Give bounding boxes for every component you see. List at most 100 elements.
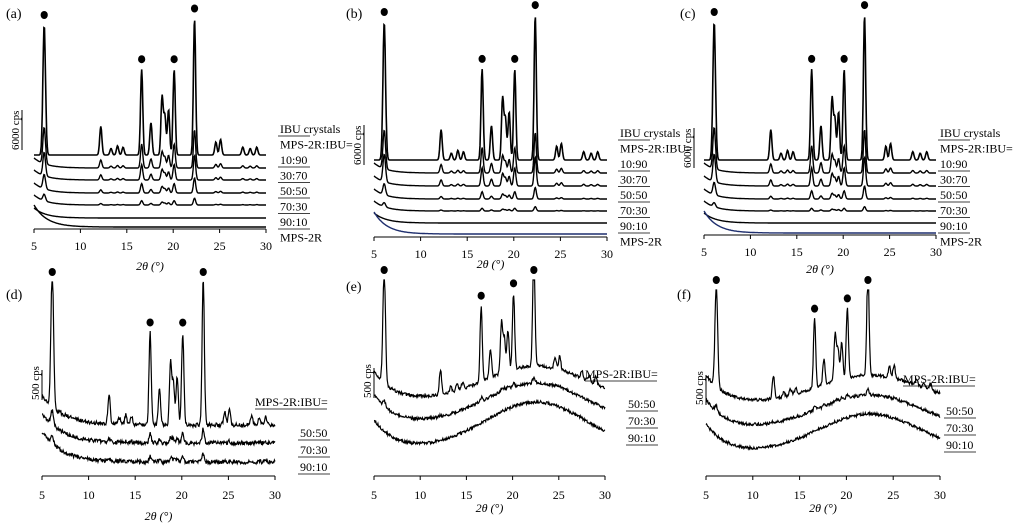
peak-marker-dot — [808, 54, 816, 63]
series-label: 70:30 — [628, 414, 655, 428]
x-tick-label: 25 — [222, 488, 234, 502]
series-label: 30:70 — [280, 169, 307, 183]
peak-marker-dot — [380, 8, 388, 16]
xrd-curve-50-50 — [33, 173, 266, 194]
panel-d: (d) 5 10 15 20 25 30 2θ (°) 500 cps MPS-2R:IBU= 50… — [6, 268, 330, 523]
peak-marker-dot — [477, 291, 485, 300]
xrd-curve-90-10 — [41, 432, 276, 466]
intensity-scale-label: 500 cps — [30, 366, 42, 400]
series-label: 70:30 — [300, 443, 327, 457]
xrd-curve-70-30 — [373, 200, 607, 212]
xrd-curve-mps-2r — [33, 204, 266, 228]
x-tick-label: 30 — [260, 239, 272, 253]
peak-marker-dot — [530, 266, 538, 274]
x-tick-label: 5 — [703, 488, 709, 502]
peak-marker-dot — [810, 304, 819, 313]
series-label: 50:50 — [280, 184, 307, 198]
series-label: 50:50 — [940, 188, 967, 202]
x-axis-title: 2θ (°) — [806, 262, 834, 276]
xrd-curve-50-50 — [373, 279, 606, 400]
xrd-curve-30-70 — [33, 151, 266, 181]
panel-c: (c) 5 10 15 20 25 30 2θ (°) 6000 cps IBU crystals… — [680, 1, 1013, 276]
x-tick-label: 10 — [414, 488, 426, 502]
series-label: IBU crystals — [620, 126, 681, 140]
peak-marker-dot — [840, 54, 848, 63]
xrd-curve-90-10 — [33, 207, 266, 219]
series-label: MPS-2R — [280, 231, 322, 245]
x-tick-label: 30 — [934, 488, 946, 502]
xrd-curve-70-30 — [705, 386, 941, 427]
series-label: 10:90 — [620, 157, 647, 171]
peak-marker-dot — [48, 268, 56, 276]
xrd-curve-10-90 — [703, 127, 936, 174]
xrd-curve-90-10 — [373, 398, 606, 446]
xrd-curve-90-10 — [703, 212, 936, 224]
x-tick-label: 15 — [129, 488, 141, 502]
peak-marker-dot — [179, 318, 187, 327]
panel-label: (a) — [6, 7, 22, 22]
peak-marker-dot — [843, 294, 851, 303]
peak-marker-dot — [478, 54, 486, 63]
series-label: 90:10 — [300, 460, 327, 474]
peak-marker-dot — [509, 279, 518, 288]
peak-marker-dot — [190, 4, 199, 13]
ratio-header: MPS-2R:IBU= — [255, 395, 328, 409]
x-axis-title: 2θ (°) — [145, 509, 173, 523]
xrd-curve-mps-2r — [703, 210, 936, 234]
peak-marker-dot — [146, 318, 154, 327]
x-tick-label: 20 — [840, 488, 852, 502]
peak-marker-dot — [40, 11, 48, 19]
series-label: 70:30 — [280, 200, 307, 214]
series-label: IBU crystals — [280, 122, 341, 136]
peak-marker-dot — [712, 276, 720, 284]
x-tick-label: 20 — [167, 239, 179, 253]
ratio-header: MPS-2R:IBU= — [280, 138, 353, 152]
xrd-curve-10-90 — [33, 126, 266, 169]
panel-f: (f) 5 10 15 20 25 30 2θ (°) 500 cps MPS-2R:IBU= 50… — [677, 276, 976, 515]
series-label: MPS-2R — [940, 235, 982, 249]
xrd-curve-50-50 — [705, 289, 941, 403]
x-tick-label: 25 — [553, 488, 565, 502]
x-axis-title: 2θ (°) — [809, 501, 837, 515]
peak-marker-dot — [864, 276, 872, 284]
peak-marker-dot — [138, 55, 146, 64]
peak-marker-dot — [531, 1, 539, 10]
x-tick-label: 20 — [508, 247, 520, 261]
intensity-scale-label: 6000 cps — [10, 111, 22, 150]
xrd-curve-50-50 — [41, 281, 276, 430]
x-tick-label: 10 — [744, 245, 756, 259]
ratio-header: MPS-2R:IBU= — [903, 372, 976, 386]
series-label: MPS-2R — [620, 235, 662, 249]
xrd-curve-50-50 — [373, 182, 607, 200]
xrd-curve-ibu-crystals — [34, 20, 266, 156]
xrd-curve-30-70 — [373, 153, 607, 187]
xrd-curve-70-30 — [373, 375, 606, 422]
x-tick-label: 30 — [601, 247, 613, 261]
ratio-header: MPS-2R:IBU= — [620, 142, 693, 156]
panel-label: (d) — [6, 288, 23, 303]
x-tick-label: 5 — [31, 239, 37, 253]
xrd-curve-mps-2r — [373, 211, 607, 235]
x-tick-label: 30 — [930, 245, 942, 259]
panel-label: (b) — [346, 7, 363, 22]
xrd-curve-90-10 — [705, 410, 941, 451]
x-tick-label: 25 — [887, 488, 899, 502]
panel-label: (c) — [680, 7, 696, 22]
x-tick-label: 25 — [884, 245, 896, 259]
x-tick-label: 15 — [460, 488, 472, 502]
x-tick-label: 10 — [74, 239, 86, 253]
xrd-curve-70-30 — [42, 409, 276, 448]
x-tick-label: 30 — [269, 488, 281, 502]
series-label: 10:90 — [940, 157, 967, 171]
ratio-header: MPS-2R:IBU= — [585, 367, 658, 381]
x-tick-label: 15 — [791, 245, 803, 259]
peak-marker-dot — [380, 266, 388, 274]
peak-marker-dot — [710, 8, 718, 16]
series-label: 10:90 — [280, 153, 307, 167]
panel-a: (a) 5 10 15 20 25 30 2θ (°) 6000 cps IBU crystals… — [6, 4, 353, 273]
series-label: 90:10 — [940, 219, 967, 233]
panel-label: (f) — [677, 288, 691, 303]
x-axis-title: 2θ (°) — [477, 257, 505, 271]
